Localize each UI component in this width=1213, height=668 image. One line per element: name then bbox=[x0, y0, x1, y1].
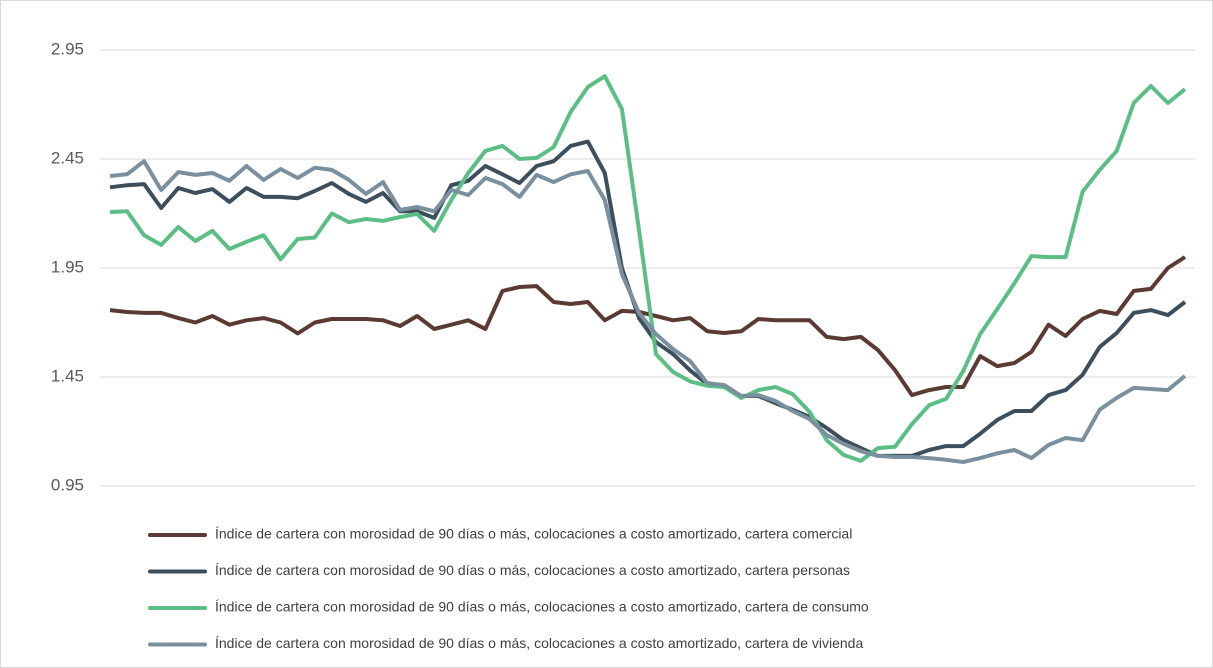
y-tick-label: 2.45 bbox=[51, 148, 84, 167]
y-tick-label: 1.95 bbox=[51, 257, 84, 276]
series-line bbox=[109, 74, 1187, 463]
y-tick-label: 0.95 bbox=[51, 475, 84, 494]
series-line bbox=[109, 255, 1187, 398]
series-line bbox=[109, 139, 1187, 458]
legend-label: Índice de cartera con morosidad de 90 dí… bbox=[215, 599, 869, 615]
y-tick-label: 1.45 bbox=[51, 366, 84, 385]
y-tick-label: 2.95 bbox=[51, 39, 84, 58]
legend-label: Índice de cartera con morosidad de 90 dí… bbox=[215, 526, 852, 542]
legend-label: Índice de cartera con morosidad de 90 dí… bbox=[215, 635, 863, 651]
series-line bbox=[109, 159, 1187, 464]
legend-label: Índice de cartera con morosidad de 90 dí… bbox=[215, 562, 850, 578]
